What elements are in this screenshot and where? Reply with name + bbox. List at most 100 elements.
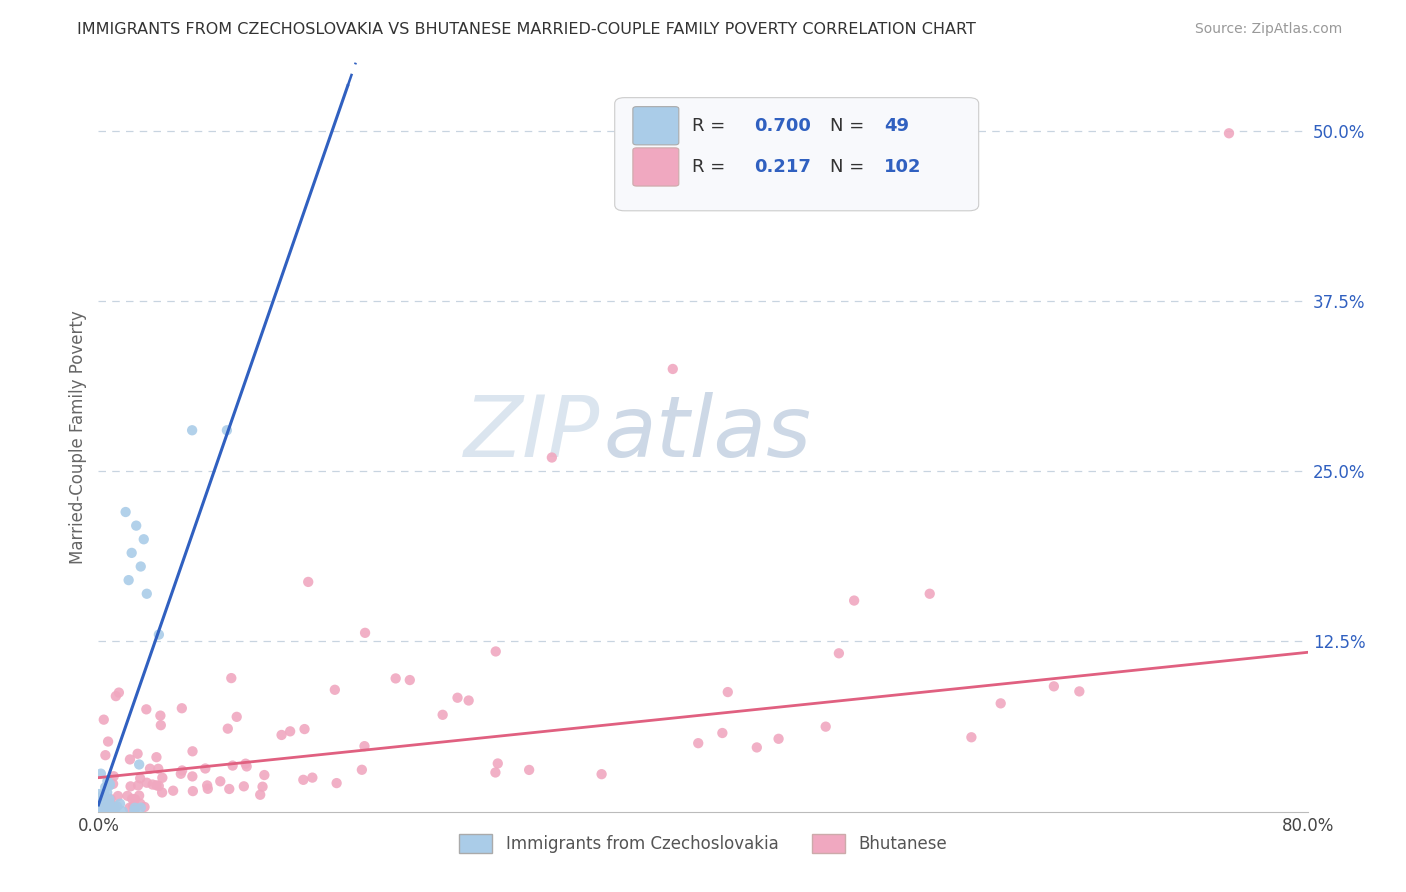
Point bbox=[323, 682, 346, 697]
Point bbox=[124, 792, 146, 806]
Point bbox=[145, 750, 167, 764]
Point bbox=[97, 734, 120, 748]
Point bbox=[114, 505, 136, 519]
Point bbox=[148, 762, 170, 776]
Text: IMMIGRANTS FROM CZECHOSLOVAKIA VS BHUTANESE MARRIED-COUPLE FAMILY POVERTY CORREL: IMMIGRANTS FROM CZECHOSLOVAKIA VS BHUTAN… bbox=[77, 22, 976, 37]
Point bbox=[125, 518, 148, 533]
Point bbox=[132, 533, 155, 547]
Point bbox=[127, 779, 149, 793]
Text: 0.217: 0.217 bbox=[754, 159, 811, 177]
Point bbox=[270, 728, 292, 742]
Point bbox=[162, 783, 184, 797]
Point bbox=[181, 423, 204, 437]
Point bbox=[517, 763, 540, 777]
Point bbox=[94, 799, 117, 814]
Text: 102: 102 bbox=[884, 159, 922, 177]
Point bbox=[120, 780, 142, 794]
Text: Source: ZipAtlas.com: Source: ZipAtlas.com bbox=[1195, 22, 1343, 37]
Point bbox=[181, 784, 204, 798]
Point bbox=[209, 774, 232, 789]
Point bbox=[278, 724, 301, 739]
Point bbox=[121, 546, 143, 560]
Point bbox=[540, 450, 562, 465]
Point bbox=[98, 792, 121, 806]
Point bbox=[117, 789, 139, 803]
Point bbox=[235, 756, 257, 771]
Point bbox=[1043, 679, 1066, 693]
Point bbox=[118, 801, 141, 815]
Point bbox=[91, 789, 114, 803]
Text: atlas: atlas bbox=[603, 392, 811, 475]
Point bbox=[87, 801, 110, 815]
Text: 49: 49 bbox=[884, 117, 910, 135]
Legend: Immigrants from Czechoslovakia, Bhutanese: Immigrants from Czechoslovakia, Bhutanes… bbox=[453, 827, 953, 860]
Point bbox=[828, 646, 851, 660]
Point bbox=[93, 787, 115, 801]
Point bbox=[235, 759, 257, 773]
Point bbox=[89, 797, 111, 812]
Point bbox=[354, 625, 377, 640]
Point bbox=[148, 627, 170, 641]
Point bbox=[221, 758, 243, 772]
Point bbox=[145, 778, 167, 792]
Y-axis label: Married-Couple Family Poverty: Married-Couple Family Poverty bbox=[69, 310, 87, 564]
Point bbox=[89, 803, 111, 817]
Point bbox=[960, 731, 983, 745]
Point bbox=[91, 789, 114, 803]
Text: 0.700: 0.700 bbox=[754, 117, 811, 135]
Text: ZIP: ZIP bbox=[464, 392, 600, 475]
Point bbox=[149, 708, 172, 723]
Point bbox=[128, 757, 150, 772]
Point bbox=[89, 804, 111, 818]
Point bbox=[96, 774, 118, 789]
Point bbox=[591, 767, 613, 781]
Point bbox=[350, 763, 373, 777]
Point bbox=[446, 690, 468, 705]
Point bbox=[170, 701, 193, 715]
Point bbox=[87, 793, 110, 807]
Point bbox=[745, 740, 768, 755]
Point bbox=[94, 780, 117, 794]
Point bbox=[301, 771, 323, 785]
Point bbox=[93, 802, 115, 816]
Point bbox=[104, 802, 127, 816]
Point bbox=[150, 771, 173, 785]
Point bbox=[94, 800, 117, 814]
Point bbox=[90, 801, 112, 815]
Text: N =: N = bbox=[830, 159, 870, 177]
Point bbox=[661, 362, 683, 376]
Point bbox=[457, 693, 479, 707]
FancyBboxPatch shape bbox=[633, 148, 679, 186]
Point bbox=[107, 789, 129, 803]
Point bbox=[104, 689, 127, 703]
Point bbox=[103, 798, 125, 813]
Text: N =: N = bbox=[830, 117, 870, 135]
Point bbox=[90, 803, 112, 817]
Point bbox=[252, 780, 274, 794]
Point bbox=[103, 769, 125, 783]
Point bbox=[135, 587, 157, 601]
Point bbox=[195, 779, 218, 793]
Point bbox=[225, 710, 247, 724]
Point bbox=[124, 801, 146, 815]
Point bbox=[90, 766, 112, 780]
Point bbox=[100, 792, 122, 806]
Point bbox=[297, 574, 319, 589]
Point bbox=[217, 722, 239, 736]
Point bbox=[221, 671, 243, 685]
Point bbox=[90, 803, 112, 817]
Point bbox=[218, 782, 240, 797]
Point bbox=[122, 799, 145, 814]
Point bbox=[215, 423, 238, 437]
Point bbox=[98, 796, 121, 810]
Point bbox=[103, 804, 125, 818]
Point bbox=[129, 797, 152, 811]
Point bbox=[128, 789, 150, 803]
Point bbox=[129, 559, 152, 574]
Point bbox=[89, 787, 111, 801]
Point bbox=[432, 707, 454, 722]
Point bbox=[96, 785, 118, 799]
Point bbox=[918, 587, 941, 601]
Point bbox=[170, 766, 193, 780]
Point bbox=[135, 775, 157, 789]
